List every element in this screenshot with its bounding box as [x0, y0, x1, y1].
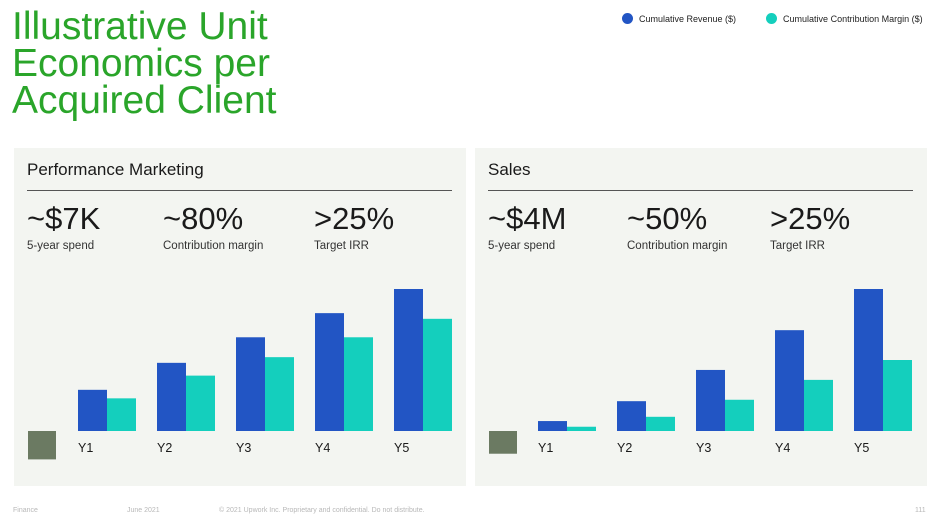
bar-margin-y5 [423, 318, 452, 431]
stat-spend: ~$7K 5-year spend [27, 200, 100, 252]
stat-target-irr: >25% Target IRR [314, 200, 394, 252]
bar-margin-y4 [344, 337, 373, 431]
bar-margin-y1 [567, 426, 596, 431]
x-tick-label: Y2 [157, 441, 172, 455]
legend-item-revenue: Cumulative Revenue ($) [622, 13, 736, 24]
bar-revenue-y3 [236, 337, 265, 431]
stat-label: 5-year spend [27, 240, 95, 252]
bar-margin-y2 [186, 375, 215, 431]
legend-swatch-margin [766, 13, 778, 24]
stat-value: >25% [314, 201, 395, 236]
spend-block [489, 431, 517, 454]
title-line-3: Acquired Client [12, 79, 277, 122]
panel-divider [488, 190, 913, 191]
bar-revenue-y1 [78, 389, 107, 431]
bar-revenue-y2 [617, 401, 646, 431]
x-tick-label: Y1 [78, 441, 93, 455]
bar-margin-y2 [646, 416, 675, 431]
panel-performance-marketing: Performance Marketing ~$7K 5-year spend … [14, 148, 466, 486]
stat-spend: ~$4M 5-year spend [488, 200, 566, 252]
bar-revenue-y3 [696, 369, 725, 431]
legend-item-margin: Cumulative Contribution Margin ($) [766, 13, 923, 24]
x-tick-label: Y5 [854, 441, 869, 455]
bar-revenue-y4 [315, 313, 344, 431]
stat-contribution-margin: ~80% Contribution margin [163, 200, 263, 252]
stat-label: Target IRR [770, 240, 825, 252]
stat-label: Contribution margin [163, 240, 264, 252]
stat-value: ~50% [627, 201, 708, 236]
bar-margin-y3 [725, 399, 754, 431]
stat-label: Target IRR [314, 240, 369, 252]
stat-value: ~80% [163, 201, 244, 236]
stat-target-irr: >25% Target IRR [770, 200, 850, 252]
x-tick-label: Y4 [315, 441, 330, 455]
title-line-2: Economics per [12, 42, 270, 85]
bar-chart: Y1 Y2 Y3 Y4 Y5 [28, 289, 452, 460]
bar-revenue-y5 [394, 289, 423, 431]
stat-label: Contribution margin [627, 240, 728, 252]
legend-swatch-revenue [622, 13, 633, 24]
x-tick-label: Y2 [617, 441, 632, 455]
legend-label-revenue: Cumulative Revenue ($) [639, 13, 737, 24]
bar-revenue-y5 [854, 289, 883, 431]
bar-margin-y5 [883, 360, 912, 431]
bar-margin-y1 [107, 398, 136, 431]
bar-revenue-y4 [775, 330, 804, 431]
bar-revenue-y1 [538, 421, 567, 431]
title-line-1: Illustrative Unit [12, 5, 268, 48]
chart-legend: Cumulative Revenue ($) Cumulative Contri… [622, 13, 923, 24]
page-title: Illustrative Unit Economics per Acquired… [12, 5, 412, 122]
footer-section: Finance [13, 507, 38, 514]
x-tick-label: Y5 [394, 441, 409, 455]
stat-value: ~$7K [27, 201, 101, 236]
stat-value: ~$4M [488, 201, 567, 236]
footer-notice: © 2021 Upwork Inc. Proprietary and confi… [219, 507, 425, 514]
x-tick-label: Y4 [775, 441, 790, 455]
panel-title: Performance Marketing [27, 160, 204, 179]
bar-margin-y3 [265, 357, 294, 431]
footer-date: June 2021 [127, 507, 160, 514]
bar-chart: Y1 Y2 Y3 Y4 Y5 [489, 289, 912, 455]
bar-margin-y4 [804, 379, 833, 431]
panel-title: Sales [488, 160, 531, 179]
panel-divider [27, 190, 452, 191]
x-tick-label: Y3 [236, 441, 251, 455]
stat-contribution-margin: ~50% Contribution margin [627, 200, 727, 252]
panel-sales: Sales ~$4M 5-year spend ~50% Contributio… [475, 148, 927, 486]
footer-page-number: 111 [915, 507, 926, 514]
spend-block [28, 431, 56, 460]
x-tick-label: Y3 [696, 441, 711, 455]
x-tick-label: Y1 [538, 441, 553, 455]
bar-revenue-y2 [157, 362, 186, 431]
legend-label-margin: Cumulative Contribution Margin ($) [783, 13, 923, 24]
stat-label: 5-year spend [488, 240, 556, 252]
stat-value: >25% [770, 201, 851, 236]
